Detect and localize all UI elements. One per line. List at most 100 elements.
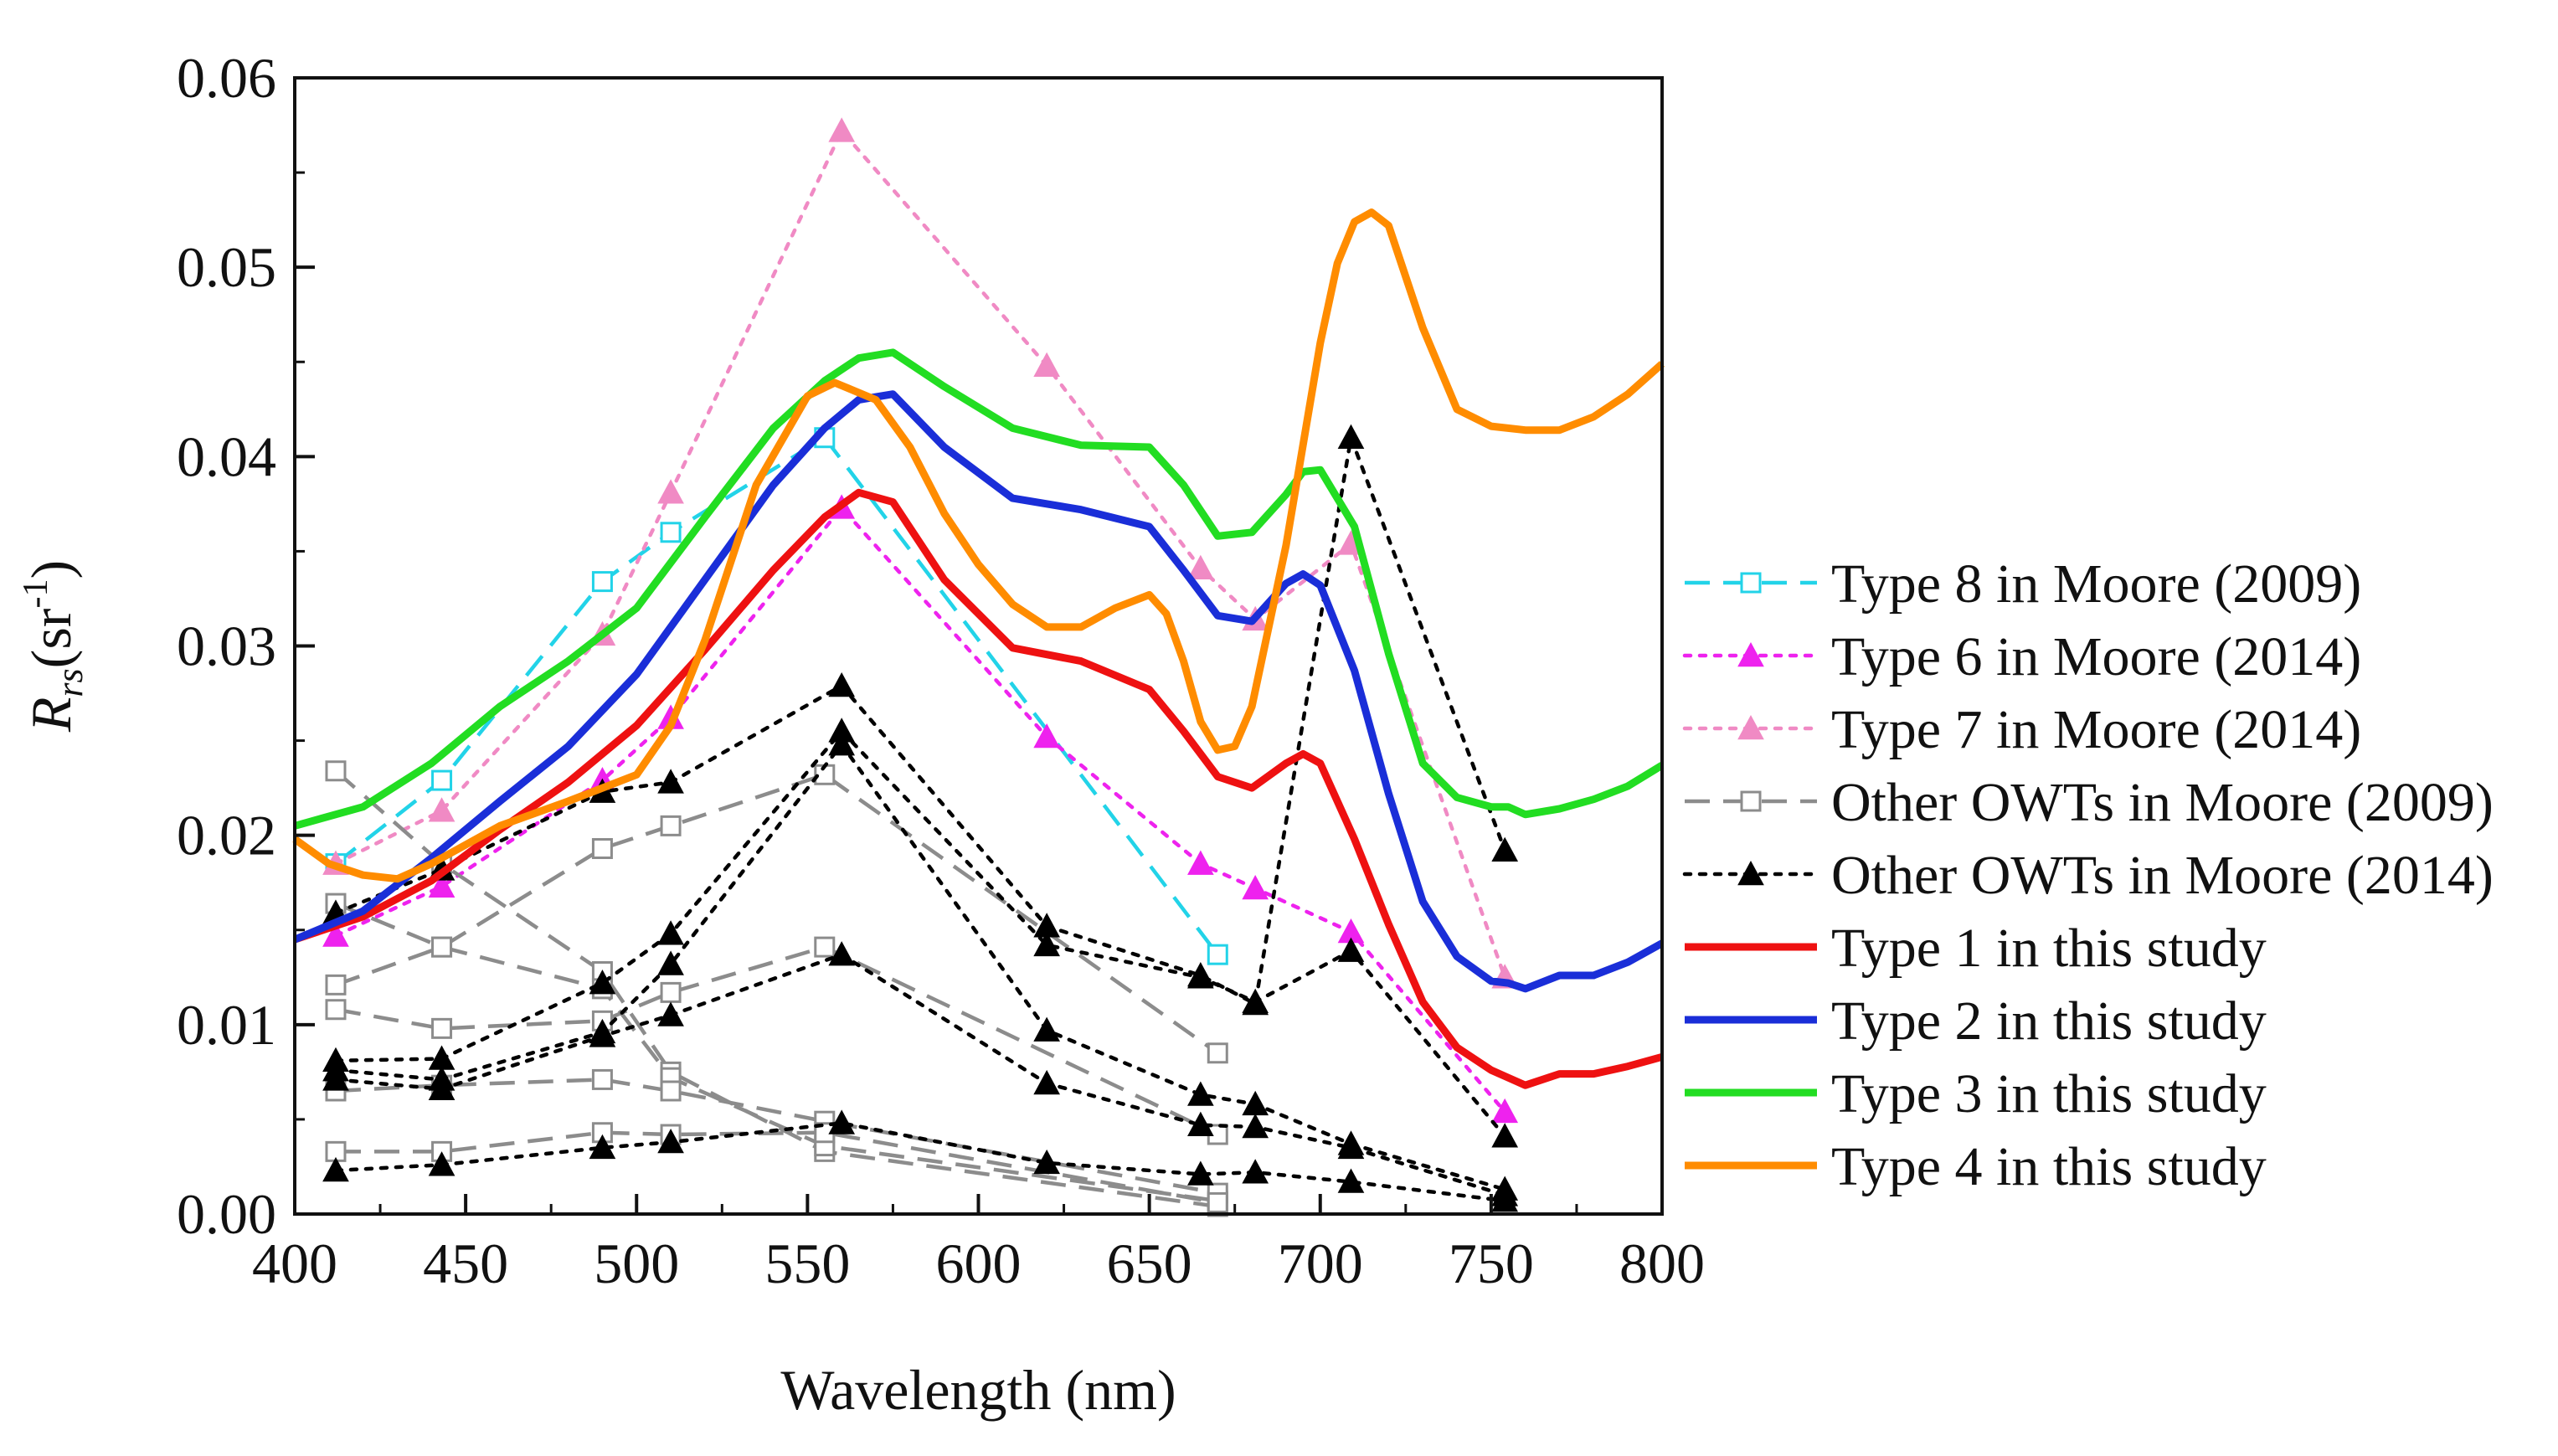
data-point: [657, 920, 684, 945]
legend-item: Type 4 in this study: [1685, 1136, 2267, 1197]
y-axis-label-sup: -1: [17, 579, 55, 609]
legend-marker: [1737, 714, 1764, 740]
y-tick-label: 0.02: [177, 804, 276, 867]
y-axis-label-unit: (sr: [19, 608, 83, 668]
legend-marker: [1740, 572, 1762, 594]
data-point: [322, 1066, 349, 1091]
series-12: [322, 941, 1519, 1206]
data-point: [589, 1134, 616, 1160]
data-point: [657, 479, 684, 504]
data-point: [1242, 1090, 1269, 1116]
legend-item: Type 8 in Moore (2009): [1685, 553, 2361, 615]
series-line: [335, 902, 1218, 1203]
data-point: [660, 981, 682, 1003]
legend-label: Type 4 in this study: [1831, 1136, 2267, 1197]
legend-label: Other OWTs in Moore (2009): [1831, 772, 2494, 833]
data-point: [1337, 1168, 1365, 1193]
series-line: [293, 348, 1665, 830]
data-point: [828, 117, 856, 142]
data-point: [1187, 554, 1214, 580]
plot-marks: [292, 117, 1665, 1217]
data-point: [828, 941, 856, 966]
legend-item: Other OWTs in Moore (2009): [1685, 772, 2494, 833]
x-tick-label: 500: [594, 1232, 679, 1295]
series-line: [333, 952, 1507, 1197]
series-line: [292, 208, 1665, 883]
data-point: [322, 922, 349, 947]
data-point: [1033, 1016, 1060, 1042]
data-point: [1207, 1042, 1228, 1064]
y-axis-label-base: R: [19, 697, 83, 733]
data-point: [1242, 1159, 1269, 1184]
data-point: [660, 815, 682, 836]
series-8: [325, 1122, 1228, 1213]
data-point: [325, 999, 347, 1021]
series-line: [334, 435, 1220, 956]
series-line: [333, 506, 1507, 1114]
legend-label: Type 3 in this study: [1831, 1063, 2267, 1124]
series-6: [325, 936, 1228, 1145]
data-point: [660, 1080, 682, 1102]
x-tick-label: 600: [936, 1232, 1022, 1295]
series-line: [334, 769, 1218, 1209]
data-point: [657, 1129, 684, 1154]
data-point: [1242, 874, 1269, 900]
data-point: [1491, 1187, 1519, 1212]
legend-item: Type 6 in Moore (2014): [1682, 626, 2361, 687]
legend-item: Type 7 in Moore (2014): [1682, 699, 2361, 760]
y-tick-label: 0.01: [177, 993, 276, 1057]
x-tick-label: 700: [1278, 1232, 1363, 1295]
x-tick-label: 800: [1619, 1232, 1705, 1295]
data-point: [828, 731, 856, 756]
data-point: [428, 872, 455, 898]
data-point: [431, 1017, 453, 1039]
y-tick-label: 0.00: [177, 1182, 276, 1246]
data-point: [1187, 1111, 1214, 1136]
legend-label: Type 1 in this study: [1831, 918, 2267, 979]
data-point: [814, 936, 836, 958]
data-point: [657, 769, 684, 794]
data-point: [1187, 1160, 1214, 1186]
data-point: [657, 1001, 684, 1026]
legend-marker: [1737, 860, 1764, 886]
data-point: [1491, 1123, 1519, 1148]
legend-label: Type 2 in this study: [1831, 990, 2267, 1052]
data-point: [1491, 1098, 1519, 1124]
data-point: [1033, 723, 1060, 749]
series-line: [333, 435, 1507, 1006]
legend-item: Other OWTs in Moore (2014): [1682, 845, 2494, 906]
y-tick-label: 0.03: [177, 615, 276, 678]
data-point: [1033, 352, 1060, 378]
data-point: [1033, 931, 1060, 957]
data-point: [591, 1068, 613, 1090]
y-axis-label-sub: rs: [49, 668, 90, 697]
data-point: [828, 1109, 856, 1134]
series-line: [335, 944, 1219, 1137]
x-tick-label: 450: [423, 1232, 508, 1295]
series-5: [325, 764, 1228, 1064]
data-point: [828, 671, 856, 697]
series-13: [322, 1109, 1519, 1212]
series-line: [293, 390, 1665, 993]
data-point: [1242, 988, 1269, 1013]
y-axis-label-close: ): [19, 560, 83, 579]
data-point: [1187, 850, 1214, 875]
series-17: [292, 208, 1665, 883]
x-tick-label: 650: [1107, 1232, 1192, 1295]
series-line: [293, 488, 1664, 1089]
data-point: [660, 522, 682, 543]
y-axis-label: Rrs(sr-1): [17, 560, 90, 733]
x-tick-label: 750: [1449, 1232, 1534, 1295]
data-point: [431, 769, 453, 791]
data-point: [1033, 1069, 1060, 1095]
data-point: [591, 571, 613, 593]
legend-item: Type 2 in this study: [1685, 990, 2267, 1052]
y-tick-label: 0.04: [177, 424, 276, 488]
data-point: [322, 1156, 349, 1182]
series-14: [293, 488, 1664, 1089]
series-line: [333, 1121, 1507, 1203]
series-line: [335, 773, 1219, 1055]
data-point: [1491, 836, 1519, 862]
data-point: [428, 1075, 455, 1100]
legend-label: Type 6 in Moore (2014): [1831, 626, 2361, 687]
